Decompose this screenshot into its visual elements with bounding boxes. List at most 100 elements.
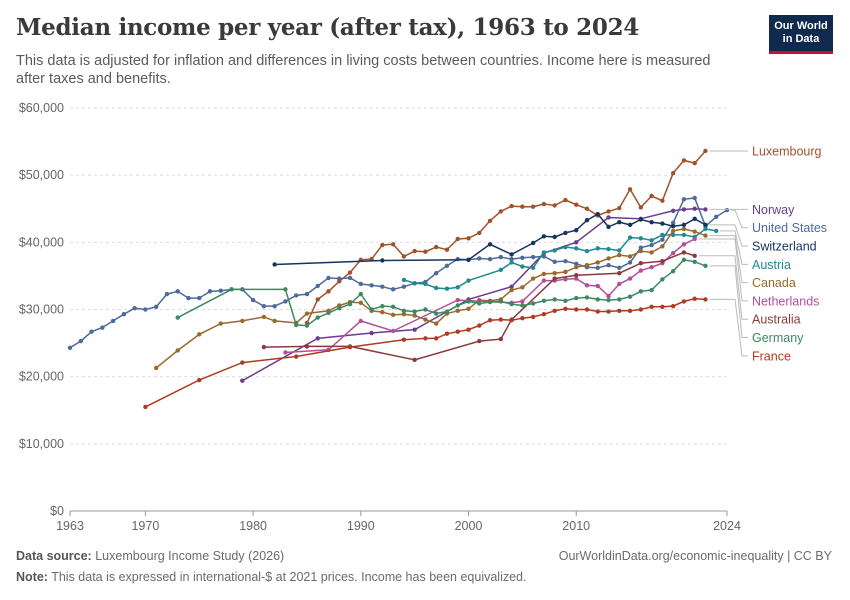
data-point <box>412 248 417 254</box>
series-line <box>285 238 696 354</box>
data-point <box>574 228 579 233</box>
data-point <box>509 203 514 209</box>
data-point <box>660 244 665 249</box>
data-point <box>229 287 234 292</box>
note-text: This data is expressed in international-… <box>51 570 527 584</box>
data-point <box>498 254 504 260</box>
data-point <box>498 267 504 273</box>
data-point <box>197 295 202 301</box>
data-point <box>552 297 557 302</box>
data-point <box>574 246 579 251</box>
data-point <box>509 256 514 262</box>
data-point <box>509 284 514 289</box>
data-point <box>390 242 396 247</box>
data-point <box>681 226 687 232</box>
data-point <box>692 253 697 258</box>
logo-line-1: Our World <box>774 20 828 32</box>
data-point <box>530 276 536 281</box>
data-point <box>509 318 514 323</box>
note-label: Note: <box>16 570 48 584</box>
data-point <box>606 256 611 261</box>
data-point <box>509 301 514 307</box>
source-url[interactable]: OurWorldinData.org/economic-inequality |… <box>558 549 832 563</box>
data-point <box>197 377 202 383</box>
data-point <box>509 287 514 293</box>
data-point <box>433 336 439 341</box>
page-subtitle: This data is adjusted for inflation and … <box>16 53 711 87</box>
data-point <box>498 336 504 342</box>
data-point <box>466 299 471 304</box>
data-point <box>240 360 245 365</box>
data-point <box>89 329 94 334</box>
data-point <box>595 309 600 314</box>
x-tick-label: 1963 <box>56 519 84 533</box>
data-point <box>574 202 579 207</box>
data-point <box>530 204 536 209</box>
data-point <box>627 276 633 281</box>
data-point <box>552 248 557 253</box>
data-point <box>369 330 374 336</box>
data-point <box>703 222 708 228</box>
data-point <box>423 307 428 312</box>
data-point <box>617 271 622 276</box>
data-point <box>455 308 460 314</box>
data-point <box>574 295 579 301</box>
data-point <box>390 304 396 310</box>
data-point <box>455 303 460 308</box>
data-point <box>552 308 557 314</box>
y-tick-label: $30,000 <box>19 303 64 317</box>
x-tick-label: 2010 <box>562 519 590 533</box>
data-point <box>358 300 364 305</box>
data-point <box>143 307 148 312</box>
data-point <box>606 224 611 230</box>
data-point <box>380 284 385 289</box>
data-point <box>670 208 676 213</box>
data-point <box>552 271 557 276</box>
data-point <box>541 201 547 207</box>
data-point <box>498 317 504 322</box>
data-point <box>627 222 633 228</box>
data-point <box>660 258 665 264</box>
data-point <box>186 295 191 301</box>
data-point <box>563 277 568 282</box>
label-connector <box>731 209 748 229</box>
owid-logo[interactable]: Our World in Data <box>769 15 833 54</box>
data-point <box>692 206 697 211</box>
data-point <box>67 345 73 350</box>
data-point <box>358 281 364 287</box>
data-point <box>347 275 353 281</box>
data-point <box>692 195 697 201</box>
data-point <box>466 327 471 332</box>
data-point <box>703 263 708 269</box>
label-connector <box>698 255 748 320</box>
data-point <box>272 318 277 324</box>
data-point <box>541 298 547 303</box>
data-point <box>541 278 547 283</box>
data-point <box>433 311 439 316</box>
data-point <box>670 224 676 229</box>
data-point <box>423 317 428 322</box>
data-point <box>197 332 202 337</box>
data-point <box>433 321 439 326</box>
data-point <box>455 285 460 290</box>
data-point <box>153 304 159 310</box>
data-point <box>584 295 590 300</box>
data-point <box>584 307 590 312</box>
data-point <box>100 325 105 330</box>
data-point <box>627 187 633 192</box>
data-point <box>509 252 514 257</box>
data-point <box>444 331 450 336</box>
data-point <box>563 269 568 275</box>
series-line <box>263 251 695 361</box>
data-point <box>477 301 482 306</box>
data-point <box>487 318 493 323</box>
data-point <box>541 234 547 239</box>
data-point <box>530 254 536 260</box>
y-tick-label: $60,000 <box>19 101 64 115</box>
data-point <box>552 234 557 240</box>
data-point <box>477 323 482 328</box>
data-point <box>466 306 471 312</box>
data-point <box>606 246 611 252</box>
series-line <box>241 208 706 382</box>
data-point <box>638 307 644 312</box>
